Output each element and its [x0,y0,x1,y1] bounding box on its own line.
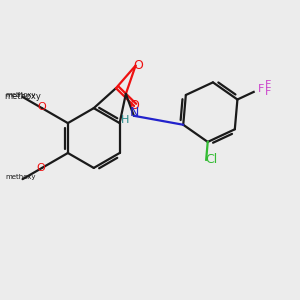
Text: F: F [258,84,264,94]
Text: N: N [130,106,140,119]
Text: methoxy: methoxy [5,92,36,98]
Text: O: O [38,102,46,112]
Text: methoxy: methoxy [5,174,36,180]
Text: methoxy: methoxy [4,92,41,101]
Text: O: O [37,163,45,173]
Text: H: H [121,115,129,125]
Text: Cl: Cl [205,153,217,166]
Text: O: O [134,59,143,72]
Text: F: F [265,80,271,90]
Text: O: O [129,100,139,112]
Text: F: F [265,87,271,97]
